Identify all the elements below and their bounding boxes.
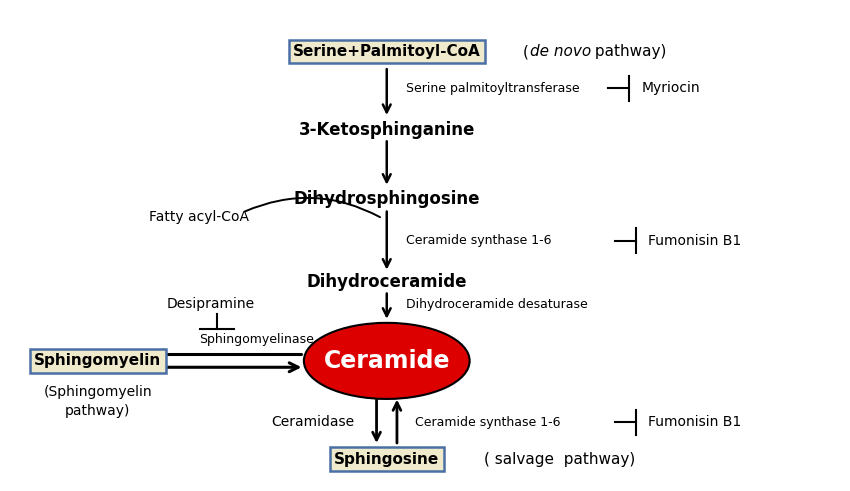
Text: Sphingosine: Sphingosine bbox=[334, 452, 439, 466]
Text: Sphingomyelinase: Sphingomyelinase bbox=[199, 333, 314, 346]
Text: Fatty acyl-CoA: Fatty acyl-CoA bbox=[149, 210, 249, 224]
Text: Fumonisin B1: Fumonisin B1 bbox=[648, 234, 741, 247]
Text: Desipramine: Desipramine bbox=[167, 298, 255, 311]
Text: Myriocin: Myriocin bbox=[642, 82, 700, 95]
Text: Ceramidase: Ceramidase bbox=[271, 415, 354, 429]
Text: de novo: de novo bbox=[530, 44, 592, 59]
Text: (: ( bbox=[523, 44, 529, 59]
Text: Dihydrosphingosine: Dihydrosphingosine bbox=[293, 190, 480, 208]
Ellipse shape bbox=[304, 323, 469, 399]
Text: Sphingomyelin: Sphingomyelin bbox=[34, 354, 162, 368]
Text: 3-Ketosphinganine: 3-Ketosphinganine bbox=[298, 121, 475, 139]
Text: Dihydroceramide: Dihydroceramide bbox=[307, 273, 467, 291]
Text: Ceramide synthase 1-6: Ceramide synthase 1-6 bbox=[415, 416, 560, 429]
Text: (Sphingomyelin
pathway): (Sphingomyelin pathway) bbox=[43, 385, 152, 418]
Text: Dihydroceramide desaturase: Dihydroceramide desaturase bbox=[406, 298, 588, 311]
Text: ( salvage  pathway): ( salvage pathway) bbox=[484, 452, 636, 466]
Text: Serine+Palmitoyl-CoA: Serine+Palmitoyl-CoA bbox=[293, 44, 480, 59]
Text: Fumonisin B1: Fumonisin B1 bbox=[648, 415, 741, 429]
Text: Ceramide: Ceramide bbox=[324, 349, 450, 373]
Text: Serine palmitoyltransferase: Serine palmitoyltransferase bbox=[406, 82, 580, 95]
Text: Ceramide synthase 1-6: Ceramide synthase 1-6 bbox=[406, 234, 552, 247]
Text: pathway): pathway) bbox=[590, 44, 666, 59]
